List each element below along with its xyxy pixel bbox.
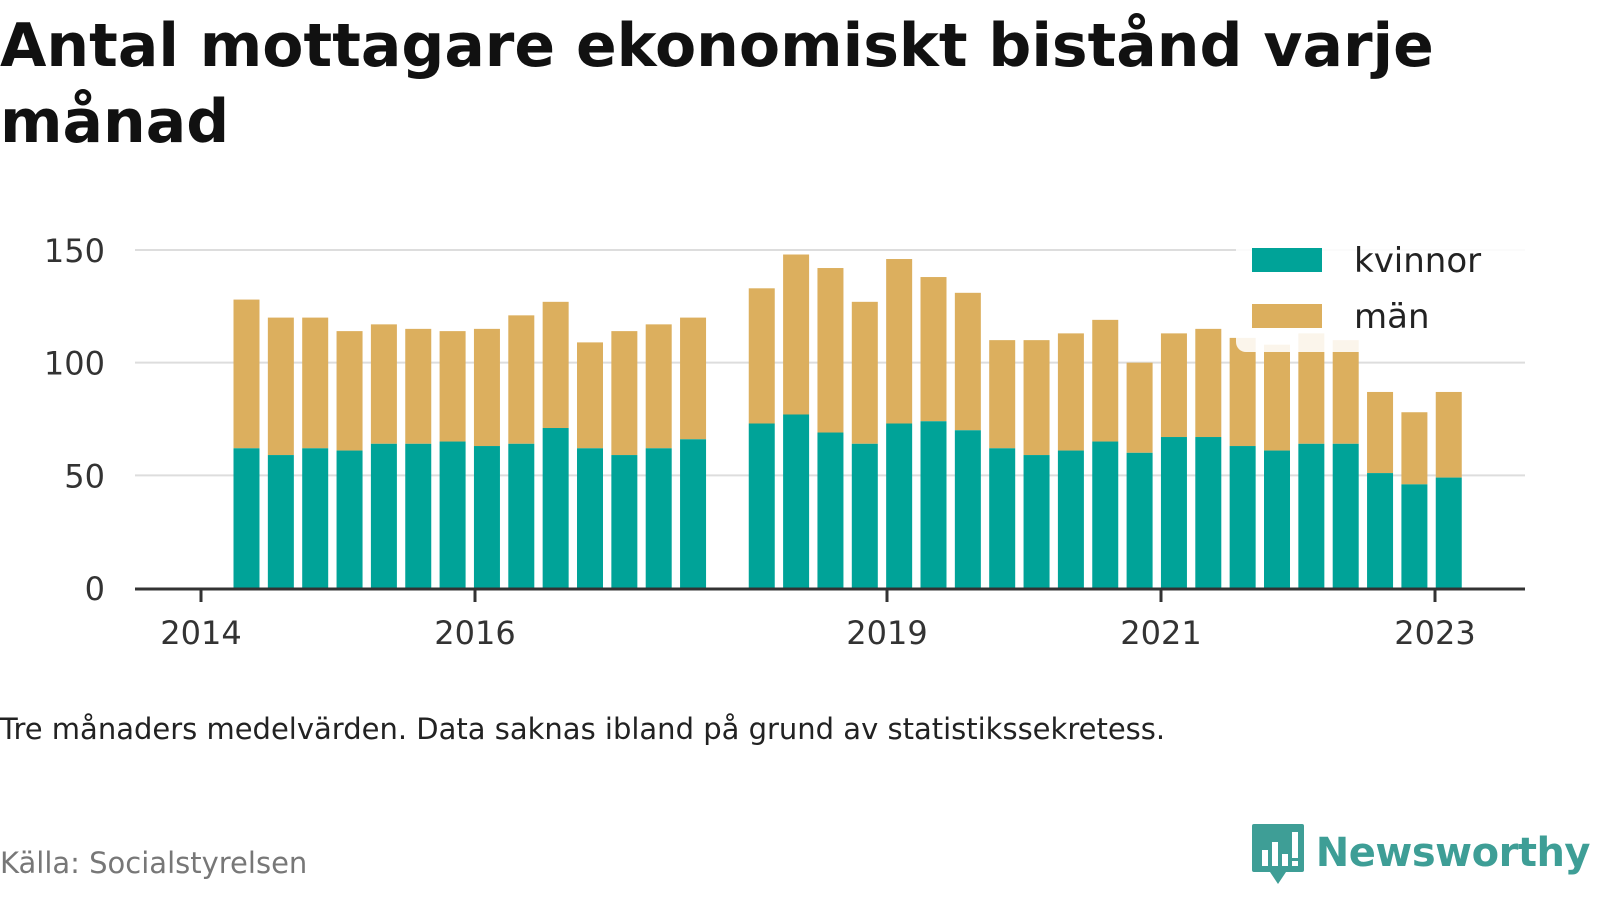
bar-man [370, 324, 397, 444]
source-note: Källa: Socialstyrelsen [0, 846, 308, 880]
bar-man [1401, 412, 1428, 485]
bar-man [439, 331, 466, 442]
bar-kvinnor [370, 443, 397, 588]
bar-kvinnor [1367, 473, 1394, 588]
bar-chart-speech-bubble-icon [1251, 824, 1304, 884]
bar-man [886, 259, 913, 424]
x-axis: 2014 2016 2019 2021 2023 [135, 587, 1525, 652]
bar-man [577, 342, 603, 449]
bar-kvinnor [405, 443, 432, 588]
legend-label: kvinnor [1354, 241, 1481, 281]
bar-man [1264, 344, 1290, 451]
bar-kvinnor [336, 450, 363, 588]
bar-kvinnor [1298, 443, 1325, 588]
x-tick-label: 2016 [434, 614, 515, 652]
bar-man [233, 299, 260, 449]
bar-man [542, 301, 569, 429]
bar-kvinnor [1435, 477, 1462, 588]
bar-man [1023, 340, 1050, 456]
bar-man [817, 268, 844, 433]
bar-man [336, 331, 363, 451]
bar-man [611, 331, 638, 456]
bar-kvinnor [577, 448, 603, 588]
bar-man [1367, 391, 1394, 474]
legend: kvinnor män [1236, 236, 1526, 352]
bar-kvinnor [817, 432, 844, 588]
chart-title: Antal mottagare ekonomiskt bistånd varje… [0, 11, 1434, 157]
bar-kvinnor [1264, 450, 1290, 588]
bar-kvinnor [508, 443, 535, 588]
legend-swatch-man [1252, 304, 1322, 328]
bar-kvinnor [989, 448, 1016, 588]
bar-man [920, 277, 947, 422]
bar-man [1126, 362, 1153, 453]
bar-kvinnor [302, 448, 329, 588]
y-tick-label: 100 [44, 345, 105, 383]
bar-kvinnor [920, 421, 947, 588]
brand-name: Newsworthy [1315, 830, 1591, 876]
bar-man [1092, 319, 1119, 442]
bar-man [851, 301, 878, 444]
y-tick-label: 0 [85, 570, 105, 608]
bar-kvinnor [473, 446, 500, 588]
x-tick-label: 2019 [846, 614, 927, 652]
legend-swatch-kvinnor [1252, 248, 1322, 272]
legend-label: män [1354, 297, 1430, 337]
brand-logo[interactable]: Newsworthy [1250, 818, 1591, 888]
bar-man [267, 317, 294, 456]
bar-man [783, 254, 810, 415]
bar-man [1332, 340, 1359, 444]
bar-man [989, 340, 1016, 449]
x-tick-label: 2023 [1394, 614, 1475, 652]
bar-kvinnor [1332, 443, 1359, 588]
chart-caption: Tre månaders medelvärden. Data saknas ib… [0, 712, 1166, 746]
bar-man [748, 288, 775, 424]
bar-kvinnor [680, 439, 707, 588]
bar-kvinnor [886, 423, 913, 588]
bar-kvinnor [1229, 446, 1256, 588]
bar-man [1057, 333, 1084, 451]
bar-man [1229, 337, 1256, 447]
x-tick-label: 2021 [1120, 614, 1201, 652]
bar-man [1160, 333, 1187, 438]
y-tick-label: 50 [64, 457, 105, 495]
bar-man [405, 328, 432, 444]
bar-kvinnor [748, 423, 775, 588]
bar-man [954, 292, 981, 431]
y-axis-labels: 0 50 100 150 [44, 232, 105, 608]
bar-kvinnor [1195, 437, 1222, 588]
bar-kvinnor [1401, 484, 1428, 588]
bar-kvinnor [1126, 452, 1153, 588]
bar-kvinnor [851, 443, 878, 588]
bar-kvinnor [233, 448, 260, 588]
bars [233, 254, 1462, 588]
bar-kvinnor [783, 414, 810, 588]
bar-kvinnor [1023, 455, 1050, 588]
bar-kvinnor [645, 448, 672, 588]
bar-kvinnor [954, 430, 981, 588]
bar-man [1195, 328, 1222, 438]
bar-man [680, 317, 707, 440]
bar-kvinnor [1057, 450, 1084, 588]
bar-man [508, 315, 535, 444]
bar-man [473, 328, 500, 447]
x-tick-label: 2014 [160, 614, 241, 652]
bar-man [1435, 391, 1462, 478]
bar-kvinnor [1092, 441, 1119, 588]
bar-kvinnor [1160, 437, 1187, 588]
y-tick-label: 150 [44, 232, 105, 270]
bar-man [302, 317, 329, 449]
bar-man [645, 324, 672, 449]
bar-kvinnor [611, 455, 638, 588]
bar-kvinnor [542, 428, 569, 588]
bar-kvinnor [267, 455, 294, 588]
bar-kvinnor [439, 441, 466, 588]
